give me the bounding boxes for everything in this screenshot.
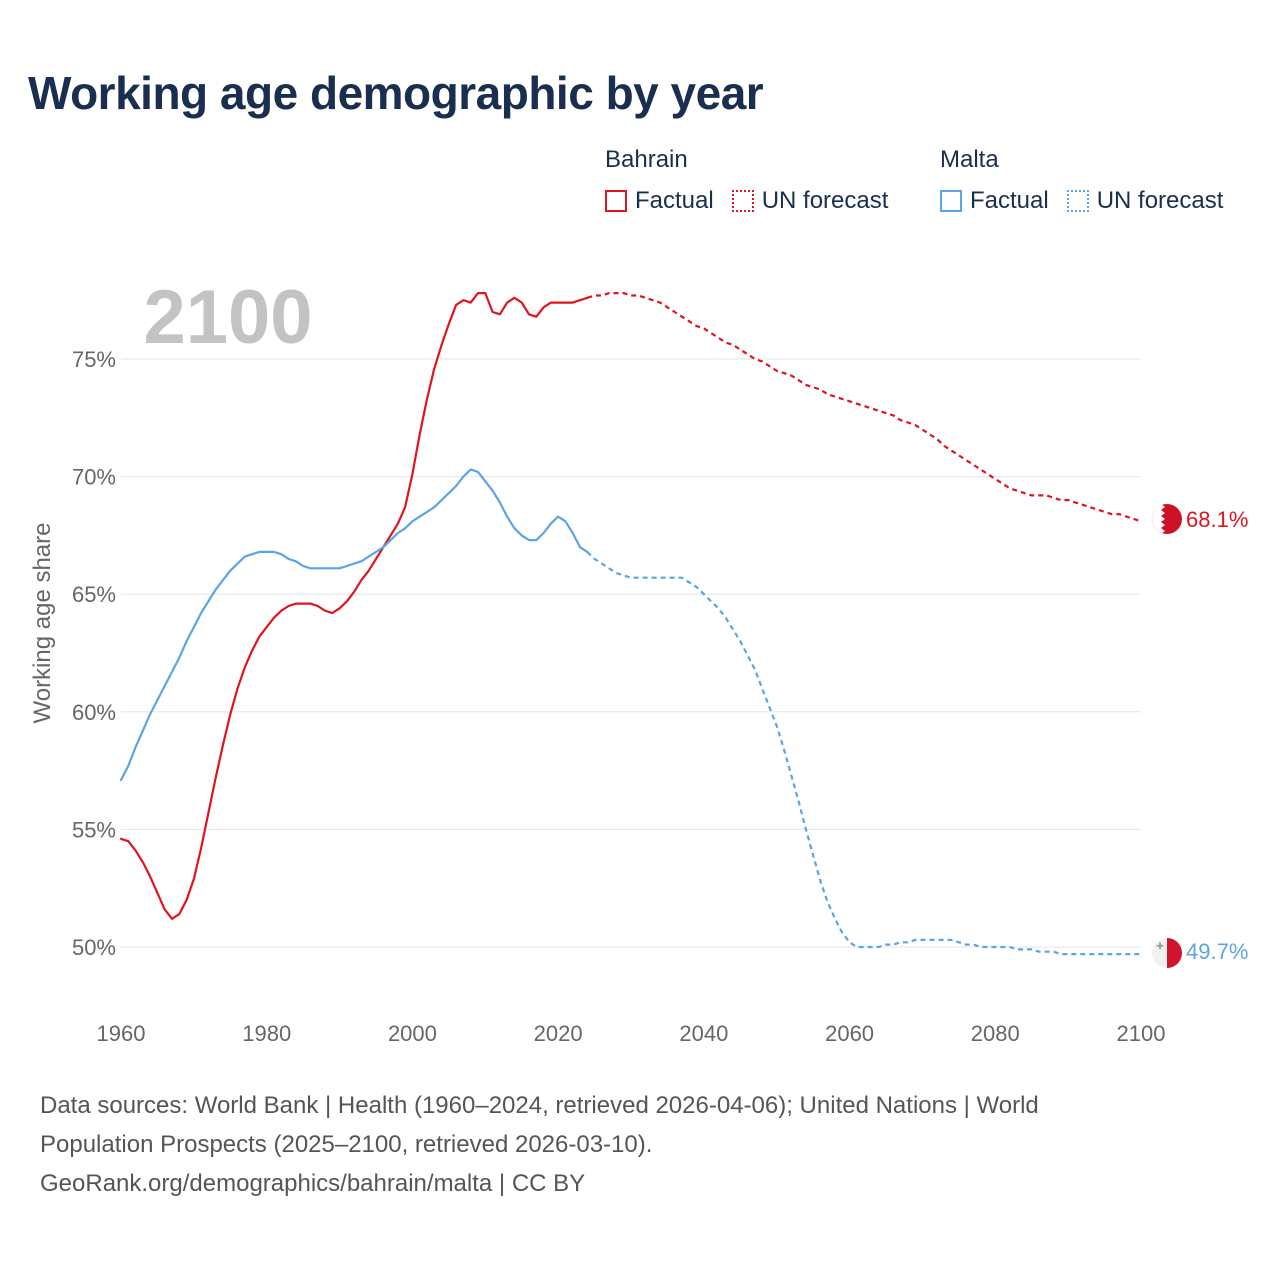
- legend-label-bahrain-forecast: UN forecast: [761, 187, 889, 214]
- x-tick-label-2100: 2100: [1117, 1021, 1166, 1046]
- legend-swatch-malta-forecast: [1066, 190, 1089, 212]
- line-chart: 2100 50% 55% 60% 65% 70% 75% 1960 1980 2000 2020…: [29, 275, 1248, 1046]
- footer-sources: Data sources: World Bank | Health (1960–…: [40, 1086, 1220, 1203]
- legend-item-malta-factual[interactable]: Factual: [940, 187, 1049, 215]
- legend-item-malta-forecast[interactable]: UN forecast: [1066, 187, 1224, 215]
- y-axis-ticks: 50% 55% 60% 65% 70% 75%: [72, 347, 116, 960]
- series-line-malta-forecast[interactable]: [586, 551, 1141, 956]
- legend-item-bahrain-forecast[interactable]: UN forecast: [731, 187, 889, 215]
- footer-link[interactable]: GeoRank.org/demographics/bahrain/malta |…: [40, 1170, 586, 1197]
- x-tick-label-1960: 1960: [97, 1021, 146, 1046]
- svg-text:✚: ✚: [1156, 942, 1164, 952]
- y-tick-label-50: 50%: [72, 935, 116, 960]
- y-axis-label: Working age share: [29, 523, 56, 724]
- footer-line-1: Data sources: World Bank | Health (1960–…: [40, 1092, 1039, 1119]
- malta-flag-icon: ✚: [1152, 938, 1182, 968]
- y-tick-label-60: 60%: [72, 700, 116, 725]
- series-line-bahrain-forecast[interactable]: [586, 292, 1142, 523]
- x-tick-label-2020: 2020: [534, 1021, 583, 1046]
- series-lines: [119, 292, 1142, 956]
- year-watermark: 2100: [143, 275, 312, 360]
- footer-line-2: Population Prospects (2025–2100, retriev…: [40, 1131, 653, 1158]
- x-tick-label-2000: 2000: [388, 1021, 437, 1046]
- legend-swatch-bahrain-forecast: [731, 190, 754, 212]
- legend-label-bahrain-factual: Factual: [635, 187, 714, 214]
- end-label-bahrain: 68.1%: [1186, 507, 1248, 532]
- end-label-malta: 49.7%: [1186, 939, 1248, 964]
- x-axis-ticks: 1960 1980 2000 2020 2040 2060 2080 2100: [97, 1021, 1166, 1046]
- legend-title-bahrain: Bahrain: [605, 146, 688, 173]
- legend-label-malta-forecast: UN forecast: [1096, 187, 1224, 214]
- x-tick-label-2060: 2060: [825, 1021, 874, 1046]
- legend-group-bahrain: Bahrain Factual UN forecast: [605, 145, 906, 215]
- y-tick-label-70: 70%: [72, 465, 116, 490]
- legend-item-bahrain-factual[interactable]: Factual: [605, 187, 714, 215]
- x-tick-label-2080: 2080: [971, 1021, 1020, 1046]
- bahrain-flag-icon: [1152, 504, 1182, 534]
- series-line-bahrain-factual[interactable]: [119, 292, 589, 920]
- legend-title-malta: Malta: [940, 146, 999, 173]
- y-tick-label-65: 65%: [72, 582, 116, 607]
- gridlines: [121, 358, 1141, 948]
- y-tick-label-55: 55%: [72, 817, 116, 842]
- x-tick-label-1980: 1980: [242, 1021, 291, 1046]
- legend-swatch-bahrain-factual: [605, 190, 627, 212]
- series-line-malta-factual[interactable]: [119, 468, 589, 782]
- y-tick-label-75: 75%: [72, 347, 116, 372]
- legend-label-malta-factual: Factual: [970, 187, 1049, 214]
- x-tick-label-2040: 2040: [679, 1021, 728, 1046]
- chart-title: Working age demographic by year: [28, 67, 764, 119]
- legend-group-malta: Malta Factual UN forecast: [940, 145, 1241, 215]
- legend-swatch-malta-factual: [940, 190, 962, 212]
